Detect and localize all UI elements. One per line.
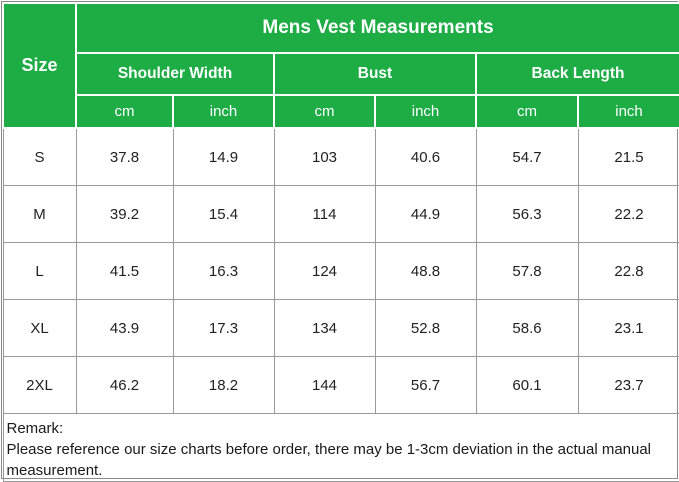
table-cell: 16.3 [172,242,275,300]
table-cell: 44.9 [374,185,477,243]
unit-header: inch [374,94,477,129]
table-cell: 54.7 [475,127,579,186]
table-cell: 23.7 [577,356,679,414]
table-cell: 21.5 [577,127,679,186]
table-cell: 37.8 [75,127,174,186]
table-row: M 39.2 15.4 114 44.9 56.3 22.2 [2,185,679,243]
size-cell: XL [2,299,77,357]
unit-header: inch [576,94,679,129]
table-cell: 22.2 [577,185,679,243]
size-header: Size [2,2,77,129]
group-header-bust: Bust [273,52,477,96]
table-title: Mens Vest Measurements [74,2,679,54]
table-cell: 40.6 [374,127,477,186]
table-cell: 56.7 [374,356,477,414]
size-cell: M [2,185,77,243]
table-cell: 58.6 [475,299,579,357]
remark-text: Please reference our size charts before … [6,441,652,479]
table-cell: 103 [273,127,376,186]
size-cell: L [2,242,77,300]
table-cell: 52.8 [374,299,477,357]
table-row: L 41.5 16.3 124 48.8 57.8 22.8 [2,242,679,300]
unit-header: cm [75,94,174,129]
table-row: XL 43.9 17.3 134 52.8 58.6 23.1 [2,299,679,357]
table-row: S 37.8 14.9 103 40.6 54.7 21.5 [2,127,679,186]
table-cell: 39.2 [75,185,174,243]
table-cell: 48.8 [374,242,477,300]
group-header-shoulder-width: Shoulder Width [75,52,275,96]
size-cell: 2XL [2,356,77,414]
table-cell: 60.1 [475,356,579,414]
table-cell: 14.9 [172,127,275,186]
table-cell: 46.2 [75,356,174,414]
table-cell: 17.3 [172,299,275,357]
remark-row: Remark: Please reference our size charts… [2,413,679,482]
group-header-back-length: Back Length [474,52,679,96]
table-cell: 134 [273,299,376,357]
unit-header: inch [172,94,275,129]
table-cell: 56.3 [475,185,579,243]
table-cell: 23.1 [577,299,679,357]
table-cell: 43.9 [75,299,174,357]
table-cell: 15.4 [172,185,275,243]
table-cell: 41.5 [75,242,174,300]
unit-header: cm [273,94,376,129]
table-cell: 124 [273,242,376,300]
size-cell: S [2,127,77,186]
table-cell: 114 [273,185,376,243]
unit-header: cm [475,94,579,129]
table-row: 2XL 46.2 18.2 144 56.7 60.1 23.7 [2,356,679,414]
table-cell: 57.8 [475,242,579,300]
table-cell: 144 [273,356,376,414]
table-cell: 18.2 [172,356,275,414]
table-cell: 22.8 [577,242,679,300]
remark-note: Remark: Please reference our size charts… [2,413,679,482]
remark-title: Remark: [6,420,64,437]
